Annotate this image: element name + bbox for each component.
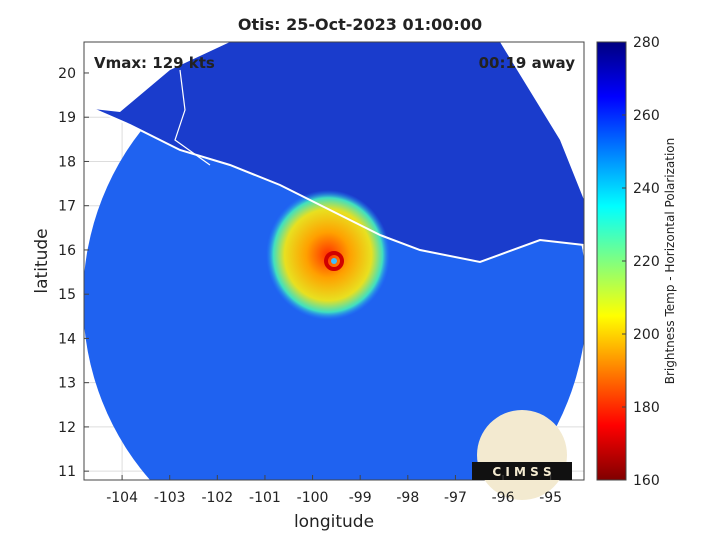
land [84, 42, 584, 262]
colorbar-tick-label: 280 [633, 35, 660, 51]
outside [500, 42, 584, 200]
logo-text: C I M S S [492, 465, 551, 479]
x-tick-label: -102 [201, 490, 233, 506]
x-tick-label: -100 [297, 490, 329, 506]
colorbar-tick-label: 260 [633, 108, 660, 124]
outside [84, 42, 230, 112]
x-label: longitude [294, 512, 374, 532]
y-tick-label: 15 [58, 287, 76, 303]
x-tick-label: -97 [444, 490, 467, 506]
logo-band [472, 462, 572, 480]
y-tick-label: 16 [58, 243, 76, 259]
colorbar-tick-label: 240 [633, 181, 660, 197]
coastline [84, 104, 584, 264]
colorbar [596, 41, 627, 481]
borders [174, 69, 211, 166]
x-tick-label: -104 [106, 490, 138, 506]
imagery [84, 42, 584, 480]
title: Otis: 25-Oct-2023 01:00:00 [238, 15, 482, 34]
colorbar-label: Brightness Temp - Horizontal Polarizatio… [663, 138, 677, 385]
away: 00:19 away [479, 54, 576, 72]
y-tick-label: 19 [58, 110, 76, 126]
y-tick-label: 13 [58, 376, 76, 392]
x-tick-label: -103 [154, 490, 186, 506]
vmax: Vmax: 129 kts [94, 54, 215, 72]
y-label: latitude [32, 228, 52, 293]
y-tick-label: 18 [58, 154, 76, 170]
x-tick-label: -96 [492, 490, 515, 506]
x-tick-label: -98 [396, 490, 419, 506]
colorbar-tick-label: 160 [633, 473, 660, 489]
y-tick-label: 17 [58, 199, 76, 215]
x-tick-label: -95 [539, 490, 562, 506]
y-tick-label: 20 [58, 66, 76, 82]
colorbar-tick-label: 200 [633, 327, 660, 343]
y-tick-label: 14 [58, 331, 76, 347]
x-tick-label: -99 [349, 490, 372, 506]
y-tick-label: 12 [58, 420, 76, 436]
eyewall [324, 251, 344, 271]
y-tick-label: 11 [58, 464, 76, 480]
colorbar-tick-label: 180 [633, 400, 660, 416]
colorbar-tick-label: 220 [633, 254, 660, 270]
eye [331, 258, 337, 264]
axes-box [83, 41, 585, 481]
logo: C I M S S [472, 410, 572, 500]
logo-disc [477, 410, 567, 500]
x-tick-label: -101 [249, 490, 281, 506]
